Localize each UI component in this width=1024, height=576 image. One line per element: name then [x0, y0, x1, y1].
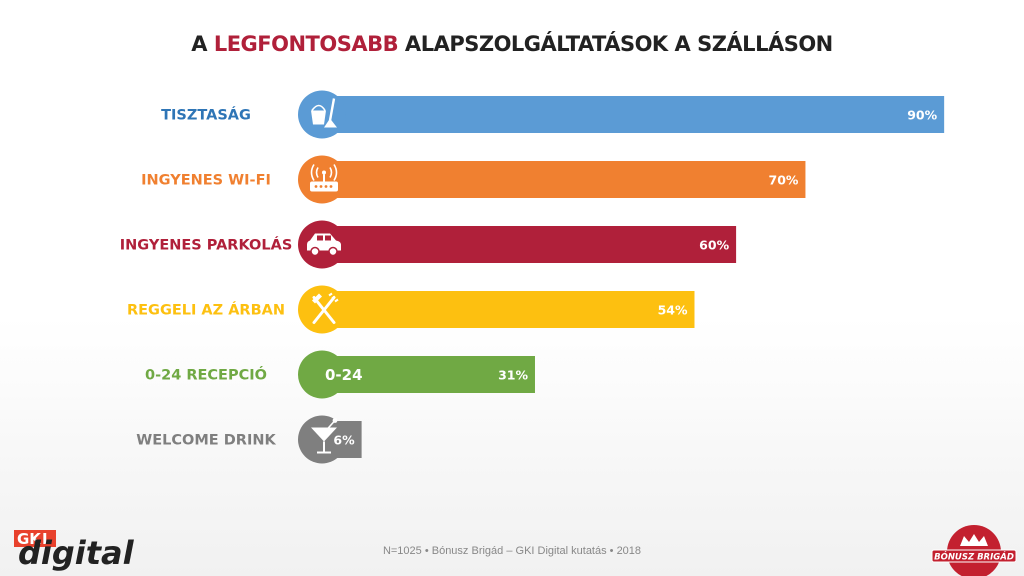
- bar-row-1: TISZTASÁG 90%: [161, 90, 945, 139]
- bar-row-6: WELCOME DRINK 6%: [136, 415, 362, 464]
- data-label: 70%: [769, 173, 799, 188]
- title-prefix: A: [191, 32, 214, 56]
- icon-text: 0-24: [325, 366, 363, 384]
- category-label: INGYENES PARKOLÁS: [120, 237, 293, 254]
- bucket-mop-icon: [311, 98, 337, 128]
- data-label: 90%: [907, 108, 937, 123]
- category-label: REGGELI AZ ÁRBAN: [127, 302, 285, 319]
- bar-row-4: REGGELI AZ ÁRBAN 54%: [127, 285, 695, 334]
- category-label: WELCOME DRINK: [136, 433, 276, 449]
- footer-source: N=1025 • Bónusz Brigád – GKI Digital kut…: [382, 545, 642, 557]
- chart-title: A LEGFONTOSABB ALAPSZOLGÁLTATÁSOK A SZÁL…: [0, 32, 1024, 56]
- title-highlight: LEGFONTOSABB: [213, 32, 399, 56]
- bar-chart: TISZTASÁG 90% INGYENES WI-FI 70% INGYENES PA…: [120, 90, 945, 464]
- category-label: 0-24 RECEPCIÓ: [145, 366, 267, 384]
- svg-text:I: I: [42, 530, 48, 548]
- svg-text:BÓNUSZ BRIGÁD: BÓNUSZ BRIGÁD: [934, 551, 1014, 563]
- gki-digital-logo: GK I digital: [14, 530, 135, 572]
- fork-knife-icon: [312, 292, 339, 324]
- icon-label: 0-24: [325, 366, 363, 384]
- bar: [320, 356, 535, 393]
- data-label: 60%: [699, 238, 729, 253]
- bar-icon-circle: [298, 350, 346, 399]
- bonusz-brigad-logo: BÓNUSZ BRIGÁD: [931, 525, 1017, 576]
- cocktail-glass-icon: [311, 418, 338, 454]
- bar-row-5: 0-24 RECEPCIÓ 0-24 31%: [145, 350, 535, 399]
- bar: [320, 96, 945, 133]
- svg-text:digital: digital: [18, 534, 135, 572]
- svg-text:GK: GK: [17, 530, 42, 548]
- bar: [320, 291, 695, 328]
- data-label: 6%: [333, 433, 355, 448]
- data-label: 31%: [498, 368, 528, 383]
- title-suffix: ALAPSZOLGÁLTATÁSOK A SZÁLLÁSON: [398, 32, 833, 56]
- bar-icon-circle: [298, 155, 346, 204]
- bar-row-3: INGYENES PARKOLÁS 60%: [120, 220, 737, 269]
- category-label: TISZTASÁG: [161, 107, 251, 124]
- category-label: INGYENES WI-FI: [141, 173, 271, 189]
- car-icon: [307, 233, 341, 257]
- bar-row-2: INGYENES WI-FI 70%: [141, 155, 806, 204]
- bar: [320, 161, 806, 198]
- bar: [320, 226, 737, 263]
- data-label: 54%: [658, 303, 688, 318]
- router-icon: [310, 164, 338, 192]
